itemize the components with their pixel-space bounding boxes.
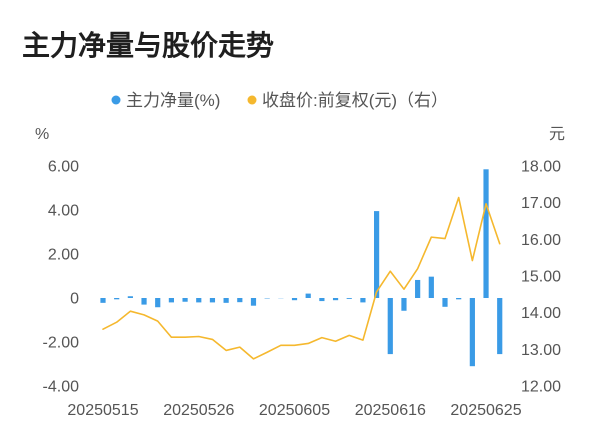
net-volume-bar (374, 211, 380, 298)
x-axis-ticks: 20250515 20250526 20250605 20250616 20250625 (67, 402, 521, 419)
net-volume-bar (223, 298, 229, 303)
left-tick-label: 6.00 (48, 159, 79, 176)
net-volume-bar (456, 298, 462, 300)
right-tick-label: 15.00 (521, 269, 561, 286)
left-axis-unit: % (35, 126, 49, 143)
net-volume-bar (209, 298, 216, 303)
legend-item-close-price[interactable]: 收盘价:前复权(元)（右） (247, 91, 449, 110)
left-tick-label: -2.00 (43, 335, 80, 352)
net-volume-bar (155, 298, 161, 308)
net-volume-bar (428, 276, 434, 298)
left-tick-label: -4.00 (43, 379, 80, 396)
right-tick-label: 12.00 (521, 379, 561, 396)
close-price-series (102, 196, 501, 360)
net-volume-bar (387, 298, 393, 355)
left-tick-label: 2.00 (48, 247, 79, 264)
close-price-line (102, 196, 501, 360)
net-volume-bar (141, 298, 147, 305)
net-volume-bar (100, 298, 106, 303)
left-axis-ticks: 6.00 4.00 2.00 0 -2.00 -4.00 (43, 159, 80, 396)
right-axis-ticks: 18.00 17.00 16.00 15.00 14.00 13.00 12.00 (521, 159, 561, 396)
left-tick-label: 0 (70, 291, 79, 308)
x-tick-label: 20250616 (355, 402, 426, 419)
legend-marker-close-price-icon (247, 95, 257, 105)
net-volume-bar (114, 298, 120, 300)
x-tick-label: 20250625 (450, 402, 521, 419)
net-volume-bar (469, 298, 475, 367)
net-volume-bar (168, 298, 174, 303)
x-tick-label: 20250515 (67, 402, 138, 419)
legend-item-net-volume[interactable]: 主力净量(%) (111, 91, 221, 110)
net-volume-bar (360, 298, 366, 303)
x-tick-label: 20250526 (163, 402, 234, 419)
net-volume-bars (100, 169, 503, 367)
right-tick-label: 14.00 (521, 305, 561, 322)
legend: 主力净量(%) 收盘价:前复权(元)（右） (111, 91, 449, 110)
right-tick-label: 17.00 (521, 195, 561, 212)
chart-title: 主力净量与股价走势 (22, 30, 274, 61)
net-volume-bar (332, 298, 339, 301)
net-volume-bar (442, 298, 448, 307)
net-volume-bar (415, 279, 421, 298)
net-volume-bar (250, 298, 257, 306)
net-volume-bar (182, 298, 188, 302)
net-volume-bar (497, 298, 503, 355)
net-volume-bar (305, 293, 311, 298)
x-tick-label: 20250605 (259, 402, 330, 419)
right-tick-label: 16.00 (521, 232, 561, 249)
legend-marker-net-volume-icon (111, 95, 121, 105)
right-tick-label: 18.00 (521, 159, 561, 176)
net-volume-bar (291, 298, 298, 301)
net-volume-bar (346, 298, 352, 299)
net-volume-bar (401, 298, 407, 311)
left-tick-label: 4.00 (48, 203, 79, 220)
net-volume-bar (127, 296, 133, 298)
net-volume-bar (237, 298, 243, 303)
net-volume-bar (319, 298, 325, 302)
net-volume-bar (483, 169, 489, 298)
legend-label-close-price: 收盘价:前复权(元)（右） (262, 91, 448, 110)
right-axis-unit: 元 (549, 126, 565, 143)
right-tick-label: 13.00 (521, 342, 561, 359)
legend-label-net-volume: 主力净量(%) (126, 91, 220, 110)
net-volume-bar (196, 298, 202, 303)
